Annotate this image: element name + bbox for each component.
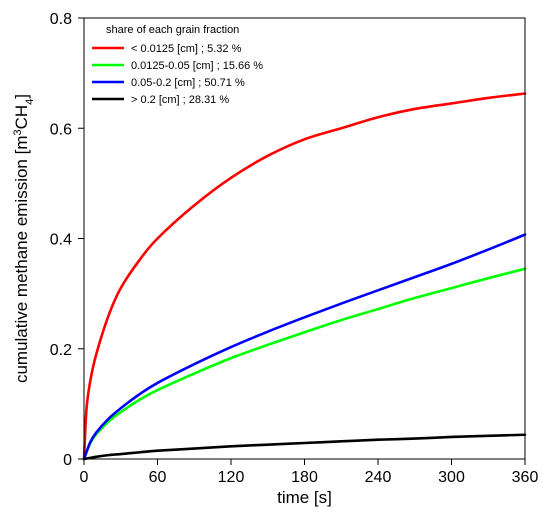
y-axis-title-sup: 3: [12, 129, 24, 135]
y-tick-label: 0.8: [50, 11, 72, 28]
x-tick-label: 240: [365, 469, 392, 486]
series-line-2: [82, 267, 527, 461]
x-tick-label: 0: [80, 469, 89, 486]
y-tick-label: 0.6: [50, 121, 72, 138]
y-axis-title-mid: CH: [12, 105, 31, 130]
series-line-4: [82, 433, 527, 461]
x-tick-label: 180: [291, 469, 318, 486]
series-line-1: [82, 92, 527, 461]
legend-label-4: > 0.2 [cm] ; 28.31 %: [131, 94, 229, 106]
legend-label-2: 0.0125-0.05 [cm] ; 15.66 %: [131, 60, 263, 72]
x-tick-label: 60: [149, 469, 167, 486]
y-axis-title-main: cumulative methane emission [m: [12, 136, 31, 384]
y-tick-label: 0.2: [50, 342, 72, 359]
plot-lines: [82, 92, 527, 461]
x-tick-label: 360: [512, 469, 539, 486]
legend: share of each grain fraction < 0.0125 [c…: [92, 24, 263, 106]
x-axis-title: time [s]: [277, 488, 332, 507]
ticks: 0 60 120 180 240 300 360 0 0.2 0.4 0.6 0.8: [50, 11, 539, 486]
series-line-3: [82, 233, 527, 461]
legend-title: share of each grain fraction: [106, 24, 239, 36]
y-tick-label: 0.4: [50, 232, 72, 249]
legend-label-1: < 0.0125 [cm] ; 5.32 %: [131, 43, 242, 55]
y-axis-title-end: ]: [12, 94, 31, 99]
y-axis-title-sub: 4: [24, 99, 36, 105]
x-tick-label: 300: [438, 469, 465, 486]
y-tick-label: 0: [63, 452, 72, 469]
y-axis-title: cumulative methane emission [m3CH4]: [12, 94, 36, 383]
x-tick-label: 120: [218, 469, 245, 486]
legend-label-3: 0.05-0.2 [cm] ; 50.71 %: [131, 77, 245, 89]
